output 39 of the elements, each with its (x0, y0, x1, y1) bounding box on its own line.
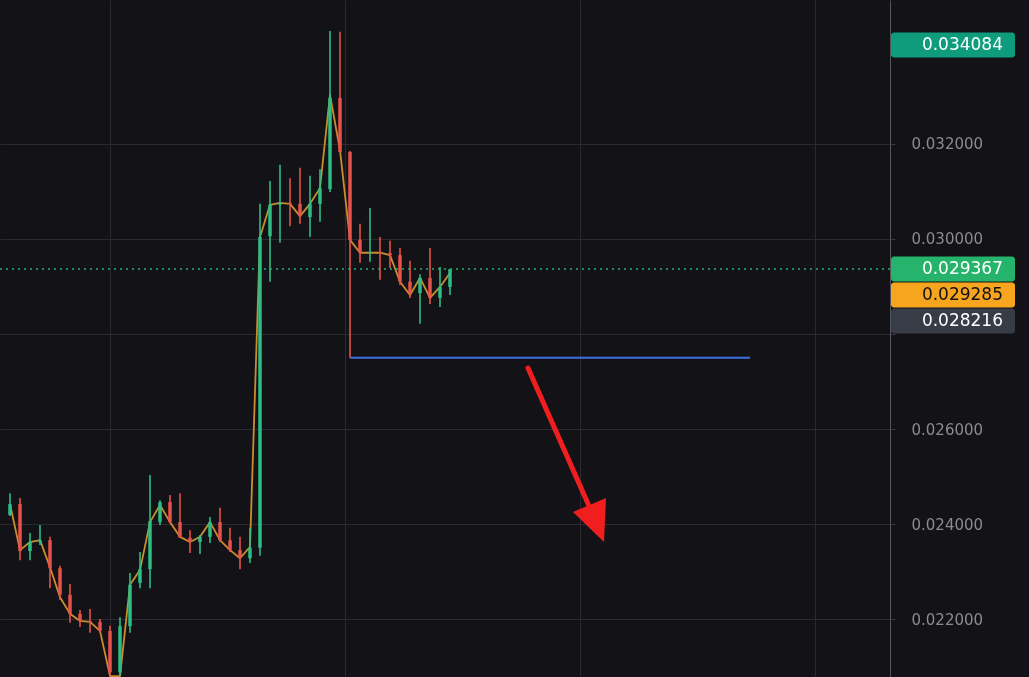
candlestick (278, 164, 282, 244)
candlestick (158, 499, 162, 526)
y-tick-label: 0.026000 (911, 420, 984, 439)
y-tick-label: 0.024000 (911, 515, 984, 534)
candlestick (368, 207, 372, 263)
candlestick (208, 516, 212, 544)
candlestick (298, 166, 302, 225)
candlestick (178, 492, 182, 539)
text: 0.029285 (921, 284, 1003, 305)
candlestick (308, 174, 312, 238)
candlestick (418, 273, 422, 325)
text: 0.034084 (921, 34, 1003, 54)
candlestick (8, 492, 12, 517)
candlestick (438, 266, 442, 308)
candlestick (228, 527, 232, 553)
text: 0.028216 (921, 310, 1003, 331)
candlestick (288, 177, 292, 227)
candlestick (378, 236, 382, 281)
candlestick (318, 168, 322, 223)
y-tick-label: 0.022000 (911, 610, 984, 629)
candlestick (138, 551, 142, 589)
candlestick (28, 532, 32, 561)
candlestick (168, 494, 172, 524)
candlestick (68, 583, 72, 624)
candlestick (198, 534, 202, 555)
ref-line-label: 0.029367 (921, 258, 1003, 279)
y-tick-label: 0.030000 (911, 230, 984, 249)
candlestick (218, 507, 222, 543)
candlestick (358, 222, 362, 264)
candlestick (88, 608, 92, 634)
candlestick (388, 240, 392, 269)
candlestick (238, 536, 242, 570)
candlestick (428, 247, 432, 305)
candlestick (188, 529, 192, 554)
candlestick (248, 527, 252, 564)
candlestick (448, 268, 452, 296)
candlestick (38, 524, 42, 546)
candlestick (408, 260, 412, 299)
y-tick-label: 0.032000 (911, 135, 984, 154)
